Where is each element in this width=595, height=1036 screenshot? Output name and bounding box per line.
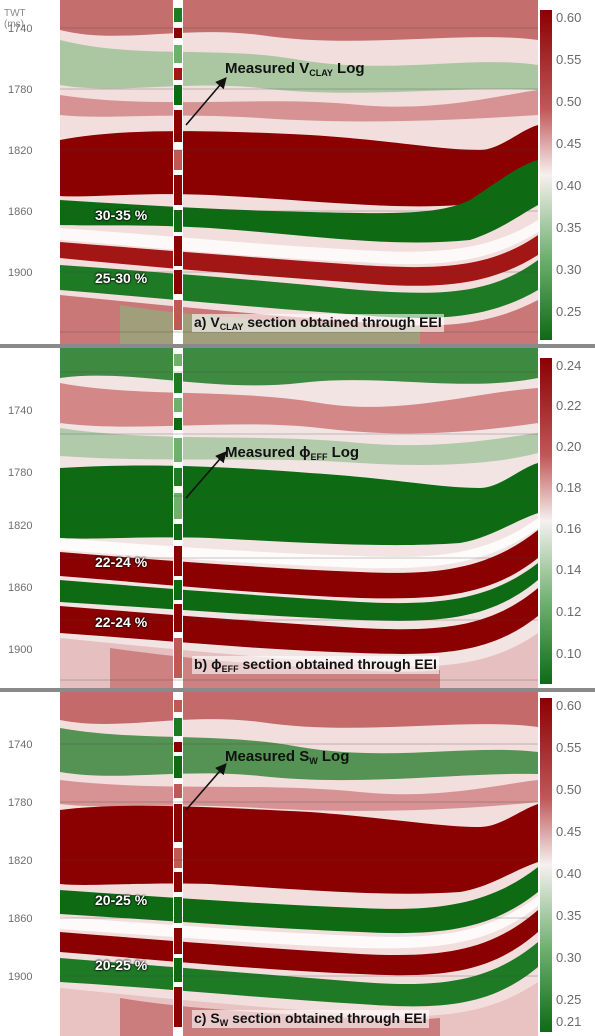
- tick-1780: 1780: [8, 84, 33, 96]
- colorbar-label: 0.25: [556, 304, 582, 319]
- log-label-tail: Log: [327, 444, 360, 461]
- colorbar-label: 0.12: [556, 604, 582, 619]
- caption-post: section obtained through EEI: [228, 1010, 427, 1026]
- log-label-sub: EFF: [310, 452, 328, 462]
- caption-sub: W: [219, 1018, 229, 1028]
- caption-post: section obtained through EEI: [243, 314, 442, 330]
- pct-label-lower: 25-30 %: [95, 270, 148, 286]
- tick-1740: 1740: [8, 23, 33, 35]
- tick-1860: 1860: [8, 913, 33, 925]
- panel-separator: [0, 344, 595, 348]
- log-label-tail: Log: [317, 748, 350, 765]
- panel-caption: a) VCLAY section obtained through EEI: [192, 314, 444, 332]
- twt-axis-title-line1: TWT: [4, 8, 26, 19]
- colorbar-label: 0.16: [556, 521, 582, 536]
- log-label-tail: Log: [332, 60, 365, 77]
- sw-section-image: [60, 692, 538, 1036]
- colorbar-label: 0.30: [556, 262, 582, 277]
- panel-sw: 1740 1780 1820 1860 1900 0.60 0.55 0.50 …: [0, 692, 595, 1036]
- colorbar-label: 0.10: [556, 646, 582, 661]
- tick-1820: 1820: [8, 520, 33, 532]
- twt-axis-title: TWT (ms): [4, 8, 26, 30]
- tick-1860: 1860: [8, 582, 33, 594]
- caption-post: section obtained through EEI: [238, 656, 437, 672]
- panel-vclay: TWT (ms) 1740 1780 1820 1860 1900 0.60 0…: [0, 0, 595, 344]
- log-label-main: Measured V: [225, 60, 310, 77]
- colorbar-label: 0.22: [556, 398, 582, 413]
- phieff-section-image: [60, 348, 538, 688]
- colorbar-label: 0.25: [556, 992, 582, 1007]
- twt-axis-title-line2: (ms): [4, 19, 24, 30]
- colorbar-label: 0.30: [556, 950, 582, 965]
- log-label-main: Measured ϕ: [225, 444, 311, 461]
- colorbar-label: 0.24: [556, 358, 582, 373]
- caption-sub: CLAY: [219, 322, 244, 332]
- log-label-sub: CLAY: [309, 68, 333, 78]
- tick-1860: 1860: [8, 206, 33, 218]
- measured-phieff-log-label: Measured ϕEFF Log: [225, 444, 359, 462]
- tick-1740: 1740: [8, 405, 33, 417]
- panel-caption: b) ϕEFF section obtained through EEI: [192, 656, 439, 674]
- colorbar-label: 0.45: [556, 824, 582, 839]
- sw-colorbar: [540, 698, 552, 1032]
- phieff-colorbar: [540, 358, 552, 684]
- measured-sw-log-label: Measured SW Log: [225, 748, 349, 766]
- tick-1820: 1820: [8, 145, 33, 157]
- colorbar-label: 0.18: [556, 480, 582, 495]
- colorbar-label: 0.20: [556, 439, 582, 454]
- colorbar-label: 0.60: [556, 698, 582, 713]
- vclay-colorbar: [540, 10, 552, 340]
- colorbar-label: 0.55: [556, 52, 582, 67]
- colorbar-label: 0.60: [556, 10, 582, 25]
- colorbar-label: 0.35: [556, 908, 582, 923]
- log-label-main: Measured S: [225, 748, 310, 765]
- colorbar-label: 0.50: [556, 782, 582, 797]
- log-label-sub: W: [309, 756, 318, 766]
- panel-phieff: 1740 1780 1820 1860 1900 0.24 0.22 0.20 …: [0, 348, 595, 688]
- tick-1780: 1780: [8, 467, 33, 479]
- tick-1900: 1900: [8, 644, 33, 656]
- pct-label-lower: 22-24 %: [95, 614, 148, 630]
- tick-1900: 1900: [8, 267, 33, 279]
- measured-vclay-log-label: Measured VCLAY Log: [225, 60, 365, 78]
- colorbar-label: 0.21: [556, 1014, 582, 1029]
- colorbar-label: 0.45: [556, 136, 582, 151]
- colorbar-label: 0.40: [556, 178, 582, 193]
- pct-label-lower: 20-25 %: [95, 957, 148, 973]
- panel-separator: [0, 688, 595, 692]
- caption-sub: EFF: [221, 664, 239, 674]
- colorbar-label: 0.55: [556, 740, 582, 755]
- vclay-section-image: [60, 0, 538, 344]
- colorbar-label: 0.50: [556, 94, 582, 109]
- colorbar-label: 0.40: [556, 866, 582, 881]
- pct-label-upper: 20-25 %: [95, 892, 148, 908]
- pct-label-upper: 30-35 %: [95, 207, 148, 223]
- colorbar-label: 0.35: [556, 220, 582, 235]
- caption-pre: a) V: [194, 314, 220, 330]
- tick-1900: 1900: [8, 971, 33, 983]
- caption-pre: b) ϕ: [194, 656, 222, 672]
- pct-label-upper: 22-24 %: [95, 554, 148, 570]
- tick-1740: 1740: [8, 739, 33, 751]
- tick-1780: 1780: [8, 797, 33, 809]
- panel-caption: c) SW section obtained through EEI: [192, 1010, 429, 1028]
- colorbar-label: 0.14: [556, 562, 582, 577]
- caption-pre: c) S: [194, 1010, 220, 1026]
- tick-1820: 1820: [8, 855, 33, 867]
